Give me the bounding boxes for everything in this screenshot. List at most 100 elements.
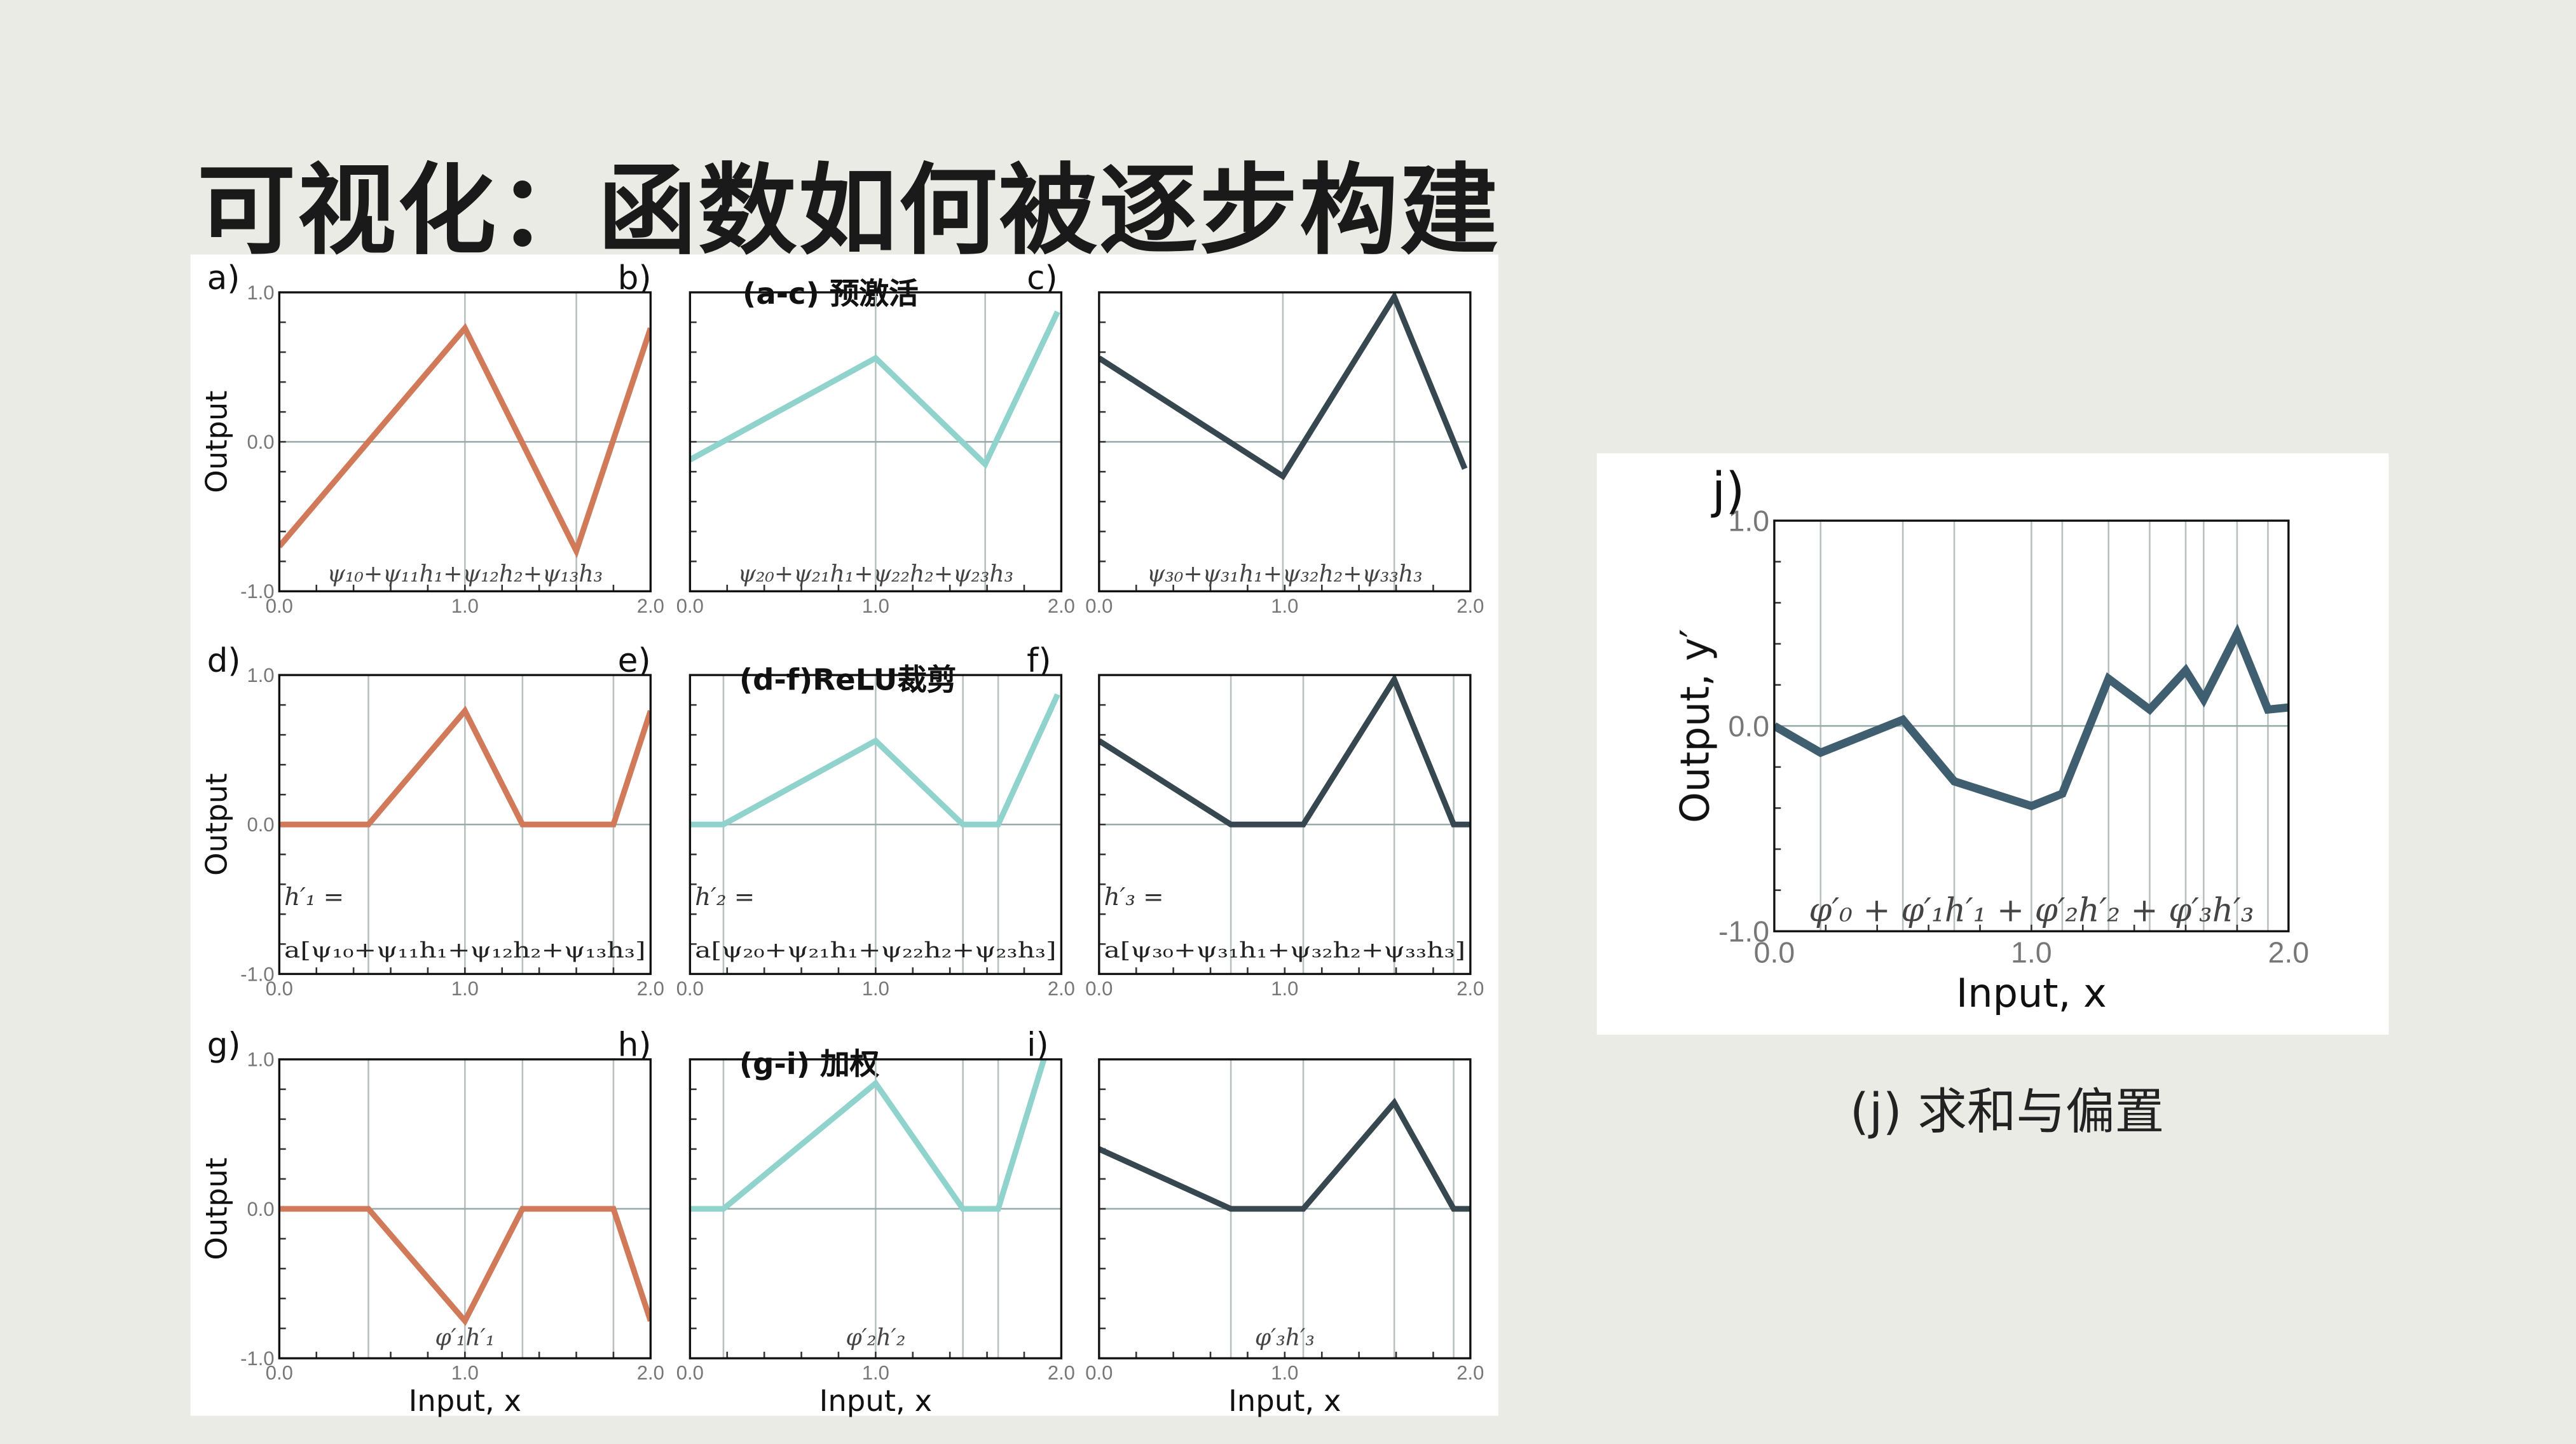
y-tick-label: 1.0 bbox=[1729, 504, 1770, 537]
panel-i: 0.0 1.0 2.0 i) Input, x φ′₃h′₃ bbox=[1027, 1026, 1484, 1418]
y-tick-label: 0.0 bbox=[1729, 709, 1770, 742]
plot-frame bbox=[689, 291, 1063, 592]
plot-frame bbox=[278, 291, 652, 592]
panel-label: f) bbox=[1027, 642, 1051, 680]
series-line bbox=[1099, 1098, 1470, 1212]
x-tick-label: 1.0 bbox=[862, 977, 889, 1000]
y-tick-label: -1.0 bbox=[1718, 915, 1769, 948]
y-tick-label: 0.0 bbox=[247, 1198, 274, 1220]
row-label-preactivation: (a-c) 预激活 bbox=[743, 277, 919, 312]
x-tick-label: 0.0 bbox=[1085, 595, 1113, 617]
y-axis-label: Output, y′ bbox=[1672, 629, 1718, 823]
y-tick-label: 1.0 bbox=[247, 664, 274, 686]
figure-panel-j bbox=[1596, 453, 2389, 1035]
row-label-weighted: (g-i) 加权 bbox=[739, 1047, 880, 1082]
annotation-formula: ψ₃₀+ψ₃₁h₁+ψ₃₂h₂+ψ₃₃h₃ bbox=[1147, 560, 1423, 587]
x-tick-label: 1.0 bbox=[451, 977, 479, 1000]
panel-label: b) bbox=[618, 259, 652, 297]
series-line bbox=[690, 693, 1060, 828]
x-tick-label: 0.0 bbox=[266, 1362, 293, 1384]
x-tick-label: 2.0 bbox=[637, 595, 664, 617]
series-line bbox=[1774, 623, 2289, 811]
annotation-formula: ψ₂₀+ψ₂₁h₁+ψ₂₂h₂+ψ₂₃h₃ bbox=[738, 560, 1014, 587]
annotation-lhs: h′₁ = bbox=[284, 883, 344, 911]
annotation-formula: φ′₂h′₂ bbox=[846, 1323, 905, 1351]
panel-label: e) bbox=[618, 642, 651, 680]
series-line bbox=[690, 310, 1060, 470]
panel-j-caption: (j) 求和与偏置 bbox=[1849, 1084, 2165, 1142]
panel-e: 0.0 1.0 2.0 e) h′₂ = a[ψ₂₀+ψ₂₁h₁+ψ₂₂h₂+ψ₂₃h₃] bbox=[618, 642, 1075, 1000]
panel-label: c) bbox=[1027, 259, 1058, 297]
plot-frame bbox=[1098, 674, 1472, 976]
panel-a: 0.0 1.0 2.01.00.0-1.0a)Outputψ₁₀+ψ₁₁h₁+ψ₁₂… bbox=[200, 259, 664, 617]
series-line bbox=[690, 1059, 1047, 1212]
y-tick-label: -1.0 bbox=[240, 580, 274, 603]
x-tick-label: 0.0 bbox=[676, 595, 704, 617]
plot-frame bbox=[278, 674, 652, 976]
panel-label: i) bbox=[1027, 1026, 1049, 1065]
row-label-relu: (d-f)ReLU裁剪 bbox=[739, 664, 957, 698]
panel-label: d) bbox=[207, 642, 241, 680]
x-tick-label: 2.0 bbox=[1048, 977, 1075, 1000]
annotation-formula: a[ψ₂₀+ψ₂₁h₁+ψ₂₂h₂+ψ₂₃h₃] bbox=[695, 938, 1057, 963]
annotation-formula: φ′₃h′₃ bbox=[1255, 1323, 1315, 1351]
annotation-formula: a[ψ₃₀+ψ₃₁h₁+ψ₃₂h₂+ψ₃₃h₃] bbox=[1104, 938, 1466, 963]
series-line bbox=[1099, 292, 1468, 480]
x-tick-label: 2.0 bbox=[1456, 1362, 1484, 1384]
x-tick-label: 2.0 bbox=[1456, 977, 1484, 1000]
plot-frame bbox=[1098, 291, 1472, 592]
x-tick-label: 1.0 bbox=[862, 1362, 889, 1384]
series-line bbox=[1099, 675, 1470, 828]
plot-frame bbox=[1098, 1058, 1472, 1359]
panel-j: 0.0 1.0 2.01.00.0-1.0j)Output, y′Input, xφ… bbox=[1672, 463, 2310, 1017]
panel-b: 0.0 1.0 2.0 b) ψ₂₀+ψ₂₁h₁+ψ₂₂h₂+ψ₂₃h₃ bbox=[618, 259, 1075, 617]
x-tick-label: 1.0 bbox=[2011, 936, 2052, 969]
y-tick-label: 1.0 bbox=[247, 282, 274, 304]
x-tick-label: 0.0 bbox=[676, 1362, 704, 1384]
x-tick-label: 0.0 bbox=[1754, 936, 1795, 969]
x-tick-label: 0.0 bbox=[266, 595, 293, 617]
panel-c: 0.0 1.0 2.0 c) ψ₃₀+ψ₃₁h₁+ψ₃₂h₂+ψ₃₃h₃ bbox=[1027, 259, 1484, 617]
x-tick-label: 0.0 bbox=[1085, 1362, 1113, 1384]
y-tick-label: -1.0 bbox=[240, 963, 274, 985]
plot-frame bbox=[689, 1058, 1063, 1359]
x-tick-label: 2.0 bbox=[637, 977, 664, 1000]
plot-frame bbox=[278, 1058, 652, 1359]
series-line bbox=[279, 1206, 651, 1326]
panel-label: a) bbox=[207, 259, 240, 297]
panel-label: j) bbox=[1711, 463, 1745, 520]
y-axis-label: Output bbox=[200, 1157, 234, 1260]
panel-label: h) bbox=[618, 1026, 652, 1065]
y-axis-label: Output bbox=[200, 390, 234, 493]
series-line bbox=[279, 323, 651, 559]
y-tick-label: 0.0 bbox=[247, 814, 274, 836]
annotation-formula: a[ψ₁₀+ψ₁₁h₁+ψ₁₂h₂+ψ₁₃h₃] bbox=[284, 938, 646, 963]
series-line bbox=[279, 705, 651, 828]
plot-frame bbox=[689, 674, 1063, 976]
x-tick-label: 1.0 bbox=[862, 595, 889, 617]
annotation-formula: φ′₁h′₁ bbox=[435, 1323, 495, 1351]
slide-title: 可视化：函数如何被逐步构建 bbox=[197, 154, 1500, 269]
annotation-lhs: h′₃ = bbox=[1104, 883, 1164, 911]
x-tick-label: 1.0 bbox=[1271, 1362, 1298, 1384]
x-tick-label: 0.0 bbox=[676, 977, 704, 1000]
panel-f: 0.0 1.0 2.0 f) h′₃ = a[ψ₃₀+ψ₃₁h₁+ψ₃₂h₂+ψ₃₃h₃] bbox=[1027, 642, 1484, 1000]
y-axis-label: Output bbox=[200, 773, 234, 876]
x-tick-label: 1.0 bbox=[451, 595, 479, 617]
x-tick-label: 2.0 bbox=[1048, 1362, 1075, 1384]
x-axis-label: Input, x bbox=[1228, 1384, 1341, 1418]
x-tick-label: 1.0 bbox=[451, 1362, 479, 1384]
x-tick-label: 2.0 bbox=[637, 1362, 664, 1384]
annotation-formula: ψ₁₀+ψ₁₁h₁+ψ₁₂h₂+ψ₁₃h₃ bbox=[327, 560, 603, 587]
x-tick-label: 2.0 bbox=[1048, 595, 1075, 617]
x-axis-label: Input, x bbox=[1956, 970, 2107, 1016]
x-tick-label: 2.0 bbox=[2268, 936, 2309, 969]
x-tick-label: 1.0 bbox=[1271, 595, 1298, 617]
x-tick-label: 0.0 bbox=[1085, 977, 1113, 1000]
y-tick-label: 1.0 bbox=[247, 1049, 274, 1071]
figure-panels-a-i bbox=[190, 254, 1498, 1416]
x-tick-label: 2.0 bbox=[1456, 595, 1484, 617]
